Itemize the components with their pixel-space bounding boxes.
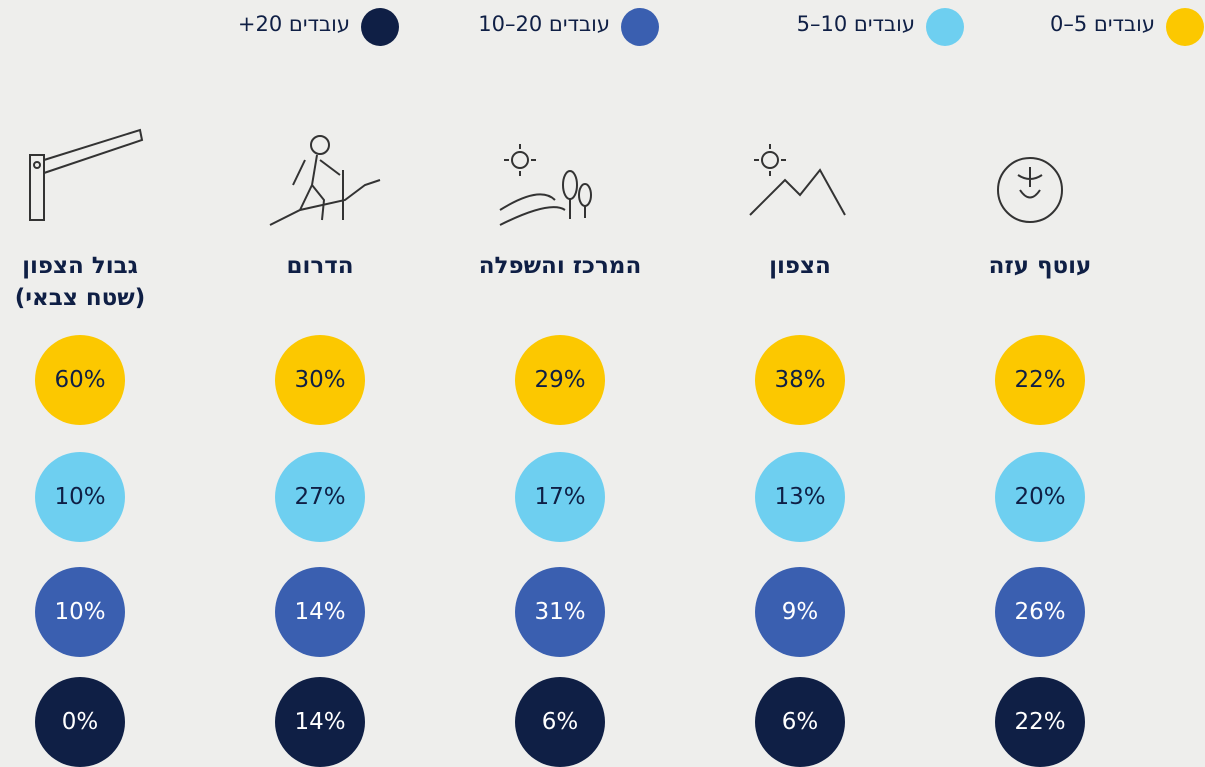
value-circle: 14% xyxy=(275,567,365,657)
value-circle: 6% xyxy=(515,677,605,767)
value-label: 22% xyxy=(1014,367,1066,393)
value-circle: 38% xyxy=(755,335,845,425)
legend-marker xyxy=(621,8,659,46)
value-circle: 20% xyxy=(995,452,1085,542)
value-circle: 9% xyxy=(755,567,845,657)
value-label: 38% xyxy=(774,367,826,393)
value-label: 29% xyxy=(534,367,586,393)
value-circle: 31% xyxy=(515,567,605,657)
value-circle: 0% xyxy=(35,677,125,767)
value-label: 31% xyxy=(534,599,586,625)
value-circle: 29% xyxy=(515,335,605,425)
category-label: עוטף עזה xyxy=(988,253,1092,279)
icon-landscape xyxy=(499,144,592,226)
legend-label: +20 עובדים xyxy=(237,12,350,36)
value-label: 14% xyxy=(294,599,346,625)
value-label: 27% xyxy=(294,484,346,510)
value-circle: 14% xyxy=(275,677,365,767)
value-label: 14% xyxy=(294,709,346,735)
value-label: 20% xyxy=(1014,484,1066,510)
icon-tomato xyxy=(997,157,1063,223)
icon-mountain xyxy=(749,144,846,216)
value-circle: 6% xyxy=(755,677,845,767)
value-circle: 27% xyxy=(275,452,365,542)
value-label: 26% xyxy=(1014,599,1066,625)
value-circle: 10% xyxy=(35,567,125,657)
category-label: הצפון xyxy=(769,253,831,279)
value-label: 17% xyxy=(534,484,586,510)
value-label: 10% xyxy=(54,599,106,625)
value-label: 60% xyxy=(54,367,106,393)
legend-label: 10–20 עובדים xyxy=(478,12,610,36)
value-circle: 22% xyxy=(995,677,1085,767)
category-label: המרכז והשפלה xyxy=(478,253,642,279)
value-label: 22% xyxy=(1014,709,1066,735)
value-label: 30% xyxy=(294,367,346,393)
icon-barrier xyxy=(29,128,144,221)
value-circle: 26% xyxy=(995,567,1085,657)
value-circle: 13% xyxy=(755,452,845,542)
value-circle: 17% xyxy=(515,452,605,542)
icon-hiker xyxy=(269,135,381,226)
value-label: 10% xyxy=(54,484,106,510)
legend-marker xyxy=(1166,8,1204,46)
legend-marker xyxy=(361,8,399,46)
legend-label: 5–10 עובדים xyxy=(796,12,915,36)
value-circle: 22% xyxy=(995,335,1085,425)
value-label: 0% xyxy=(61,709,99,735)
category-label: גבול הצפון (שטח צבאי) xyxy=(14,253,146,311)
legend-marker xyxy=(926,8,964,46)
value-label: 6% xyxy=(781,709,819,735)
value-circle: 10% xyxy=(35,452,125,542)
value-label: 13% xyxy=(774,484,826,510)
category-label: הדרום xyxy=(286,253,354,279)
value-circle: 30% xyxy=(275,335,365,425)
value-circle: 60% xyxy=(35,335,125,425)
value-label: 6% xyxy=(541,709,579,735)
value-label: 9% xyxy=(781,599,819,625)
legend-label: 0–5 עובדים xyxy=(1049,12,1155,36)
